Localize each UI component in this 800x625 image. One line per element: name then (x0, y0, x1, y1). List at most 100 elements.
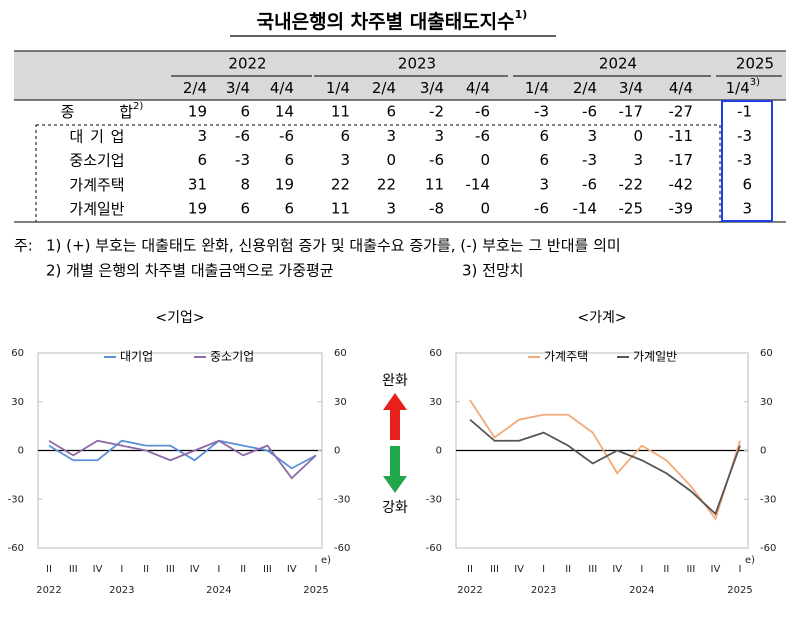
row-label-text: 중소기업 (69, 151, 124, 169)
x-tick-label: I (542, 564, 545, 575)
quarter-label: 4/4 (466, 79, 490, 97)
x-year-label: 2025 (303, 585, 328, 596)
y-tick-label: -30 (426, 494, 442, 505)
quarter-header: 4/4 (669, 79, 693, 97)
table-value: -6 (534, 200, 549, 218)
series-line (48, 439, 317, 480)
title-note: 1) (515, 8, 528, 21)
table-value: -6 (429, 151, 444, 169)
table-value: -42 (669, 175, 694, 193)
forecast-box (721, 100, 773, 222)
quarter-label: 4/4 (669, 79, 693, 97)
table-value: 19 (275, 175, 294, 193)
table-value: -17 (619, 103, 644, 121)
table-value: -3 (737, 127, 752, 145)
table-value: -1 (737, 103, 752, 121)
table-value: 11 (331, 200, 350, 218)
row-label: 종 합2) (61, 101, 144, 121)
quarter-header: 1/43) (726, 77, 761, 97)
quarter-label: 4/4 (270, 79, 294, 97)
table-value: -6 (279, 127, 294, 145)
table-value: -3 (534, 103, 549, 121)
table-value: 6 (539, 151, 549, 169)
table-value: 3 (340, 151, 350, 169)
y-tick-label: 30 (11, 397, 24, 408)
year-header: 2024 (599, 55, 637, 73)
x-tick-label: III (490, 564, 499, 575)
table-value: 22 (331, 175, 350, 193)
x-tick-label: II (467, 564, 473, 575)
quarter-header: 2/4 (573, 79, 597, 97)
series-line (469, 418, 741, 516)
y-tick-label: -60 (8, 543, 24, 554)
notes-prefix: 주: (14, 237, 33, 255)
x-year-label: 2025 (727, 585, 752, 596)
row-label-text: 대 기 업 (70, 127, 125, 145)
table-value: -14 (573, 200, 598, 218)
note: 2) 개별 은행의 차주별 대출금액으로 가중평균 (46, 262, 334, 280)
quarter-header: 3/4 (226, 79, 250, 97)
table-value: -6 (475, 127, 490, 145)
y-tick-label: -60 (426, 543, 442, 554)
x-tick-label: IV (190, 564, 200, 575)
table-value: -6 (235, 127, 250, 145)
table-value: -2 (429, 103, 444, 121)
table-value: 6 (539, 127, 549, 145)
year-header: 2023 (398, 55, 436, 73)
table-value: -14 (466, 175, 491, 193)
table-value: 3 (434, 127, 444, 145)
y-tick-label: -30 (8, 494, 24, 505)
x-tick-label: IV (612, 564, 622, 575)
table-value: -6 (582, 175, 597, 193)
quarter-header: 1/4 (525, 79, 549, 97)
x-year-label: 2022 (36, 585, 61, 596)
table-value: 3 (587, 127, 597, 145)
table-value: 3 (742, 200, 752, 218)
page-title: 국내은행의 차주별 대출태도지수1) (257, 8, 528, 33)
y2-tick-label: 30 (760, 397, 773, 408)
table-value: -25 (619, 200, 644, 218)
x-year-label: 2024 (629, 585, 654, 596)
table-value: -3 (582, 151, 597, 169)
quarter-header: 3/4 (420, 79, 444, 97)
table-value: 3 (633, 151, 643, 169)
quarter-header: 2/4 (372, 79, 396, 97)
table-value: 11 (331, 103, 350, 121)
note: 3) 전망치 (462, 262, 524, 280)
year-header: 2025 (736, 55, 774, 73)
x-tick-label: II (143, 564, 149, 575)
x-note: e) (745, 555, 755, 566)
y2-tick-label: -30 (334, 494, 350, 505)
table-value: 0 (633, 127, 643, 145)
quarter-header: 4/4 (270, 79, 294, 97)
table-value: -22 (619, 175, 644, 193)
table-value: -6 (475, 103, 490, 121)
x-tick-label: III (166, 564, 175, 575)
x-tick-label: IV (93, 564, 103, 575)
quarter-header: 1/4 (326, 79, 350, 97)
arrows (383, 393, 407, 493)
y-tick-label: 0 (18, 446, 24, 457)
y-tick-label: 60 (429, 348, 442, 359)
x-tick-label: III (588, 564, 597, 575)
quarter-label: 3/4 (226, 79, 250, 97)
x-tick-label: III (263, 564, 272, 575)
x-year-label: 2023 (531, 585, 556, 596)
x-tick-label: II (46, 564, 52, 575)
table-value: -39 (669, 200, 694, 218)
table-value: 3 (386, 200, 396, 218)
quarter-label: 1/4 (726, 79, 750, 97)
y-tick-label: 0 (436, 446, 442, 457)
quarter-label: 2/4 (372, 79, 396, 97)
legend-label: 대기업 (120, 350, 153, 364)
table-value: 31 (188, 175, 207, 193)
table-value: 0 (480, 151, 490, 169)
quarter-note: 3) (750, 77, 760, 88)
table-value: 11 (425, 175, 444, 193)
quarter-label: 3/4 (619, 79, 643, 97)
down-arrow (383, 446, 407, 493)
quarter-header: 4/4 (466, 79, 490, 97)
table-value: 6 (284, 200, 294, 218)
table-value: 19 (188, 200, 207, 218)
y2-tick-label: 0 (334, 446, 340, 457)
